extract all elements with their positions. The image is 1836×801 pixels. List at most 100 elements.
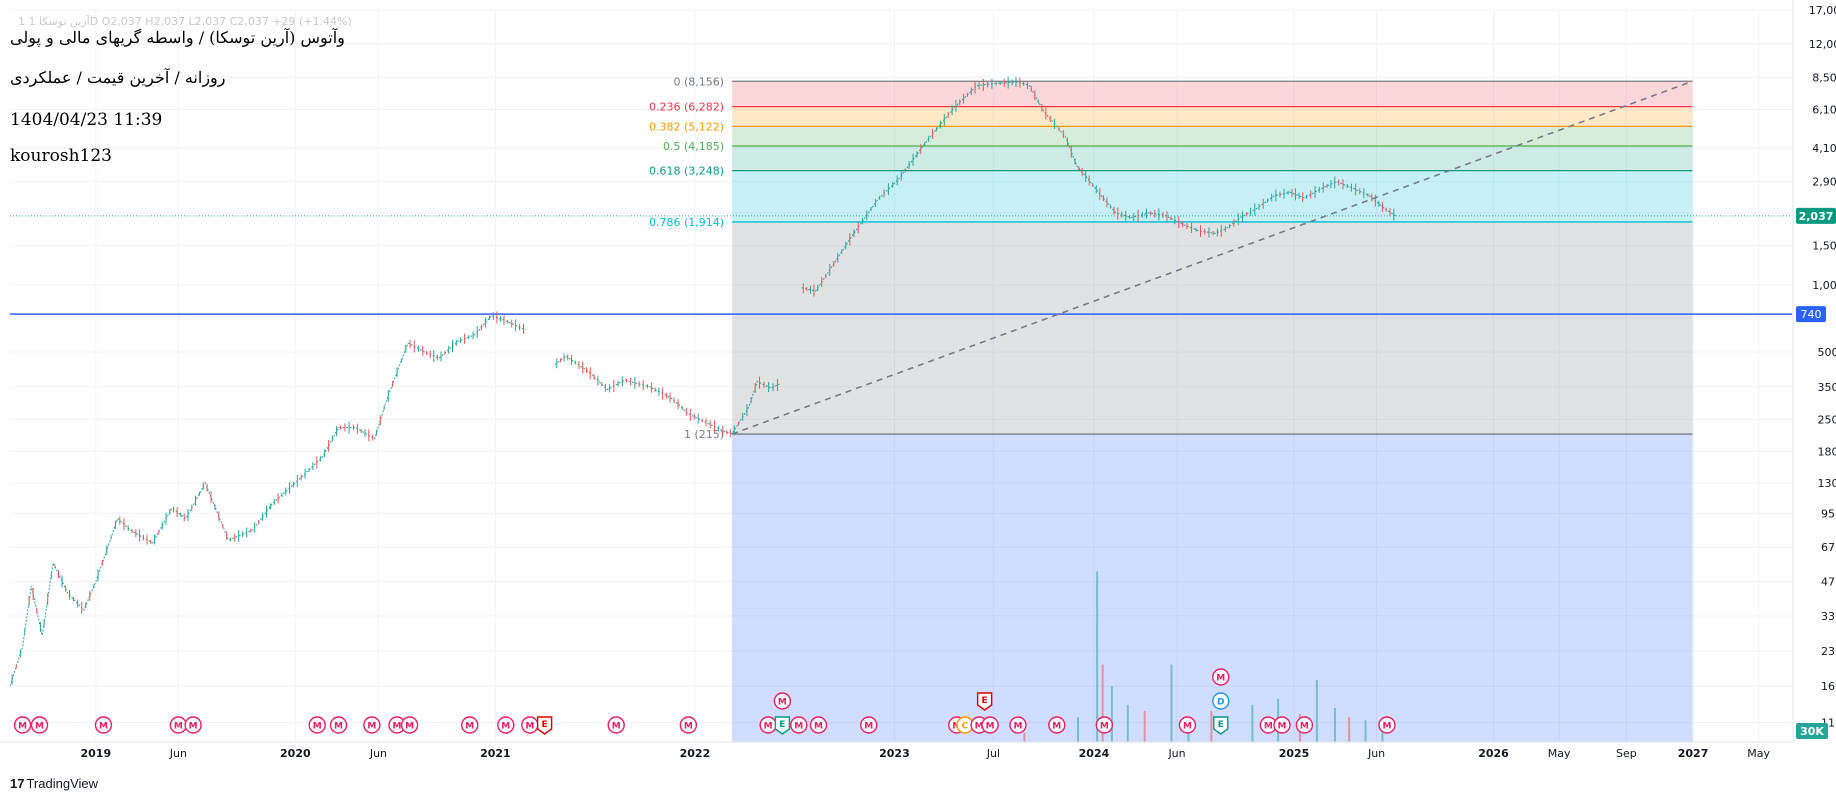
event-marker: M <box>1378 716 1396 734</box>
fib-zone <box>732 170 1693 222</box>
event-circle <box>461 716 479 734</box>
fib-zone <box>732 126 1693 147</box>
event-circle <box>809 716 828 734</box>
event-marker: E <box>774 716 791 735</box>
event-marker: M <box>1178 716 1197 734</box>
volume-bar <box>1143 711 1146 742</box>
y-tick-label: 250 <box>1818 413 1836 426</box>
event-marker: M <box>521 716 539 734</box>
event-circle <box>308 716 326 734</box>
y-tick-label: 2,900 <box>1812 176 1836 189</box>
event-circle <box>497 716 515 734</box>
volume-bar <box>1101 664 1104 742</box>
event-letter: M <box>975 722 984 732</box>
event-letter: M <box>1013 722 1022 732</box>
fib-zone <box>732 81 1693 107</box>
event-letter: M <box>1278 722 1287 732</box>
x-tick-label: Jun <box>1367 747 1385 760</box>
event-letter: M <box>794 722 803 732</box>
event-letter: M <box>986 722 995 732</box>
x-tick-label: Jun <box>1167 747 1185 760</box>
event-marker: M <box>773 692 792 710</box>
volume-bar <box>1023 732 1026 742</box>
x-tick-label: 2021 <box>480 747 511 760</box>
event-letter: M <box>334 722 343 732</box>
volume-bar <box>1251 704 1254 742</box>
event-marker: M <box>860 716 878 734</box>
event-circle <box>679 716 698 734</box>
y-tick-label: 8,500 <box>1812 71 1836 84</box>
tradingview-logo[interactable]: 17 TradingView <box>10 776 98 791</box>
volume-bar <box>1381 723 1384 742</box>
event-letter: M <box>174 722 183 732</box>
chart-timestamp: 1404/04/23 11:39 <box>10 110 163 130</box>
y-tick-label: 12,000 <box>1809 38 1836 51</box>
event-letter: M <box>1183 722 1192 732</box>
y-tick-label: 350 <box>1818 381 1836 394</box>
event-circle <box>1009 716 1027 734</box>
price-series <box>801 76 1396 297</box>
volume-bar <box>1364 720 1367 742</box>
event-marker: M <box>461 716 479 734</box>
event-letter: M <box>393 722 402 732</box>
y-tick-label: 500 <box>1818 346 1836 359</box>
event-letter: E <box>542 720 548 730</box>
event-letter: E <box>982 696 988 706</box>
event-letter: M <box>525 722 534 732</box>
event-circle <box>400 716 419 734</box>
event-marker: M <box>308 716 326 734</box>
event-marker: M <box>679 716 698 734</box>
event-marker: M <box>981 716 999 734</box>
fib-level-label: 0.382 (5,122) <box>649 120 724 133</box>
event-circle <box>790 716 808 734</box>
event-circle <box>363 716 381 734</box>
event-circle <box>1295 716 1314 734</box>
x-tick-label: May <box>1548 747 1571 760</box>
badge-740-text: 740 <box>1801 308 1822 321</box>
ohlc-strip: 1 آرین توسکا 1D O2,037 H2,037 L2,037 C2,… <box>18 15 352 28</box>
x-tick-label: 2024 <box>1079 747 1110 760</box>
fib-zone <box>732 146 1693 171</box>
fib-zone <box>732 106 1693 127</box>
event-letter: D <box>1217 698 1224 708</box>
event-letter: M <box>1382 722 1391 732</box>
event-letter: M <box>465 722 474 732</box>
price-path <box>801 81 1396 292</box>
event-marker: M <box>13 716 32 734</box>
y-tick-label: 1,500 <box>1812 240 1836 253</box>
event-letter: M <box>35 722 44 732</box>
event-marker: M <box>1212 668 1230 686</box>
event-letter: M <box>864 722 873 732</box>
volume-bar <box>1126 704 1129 742</box>
event-marker: M <box>94 716 113 734</box>
event-circle <box>94 716 113 734</box>
fib-level-label: 0 (8,156) <box>674 75 725 88</box>
price-path <box>9 314 526 687</box>
event-marker: D <box>1212 692 1230 710</box>
x-tick-label: Sep <box>1616 747 1637 760</box>
event-marker: M <box>400 716 419 734</box>
event-marker: M <box>1295 716 1314 734</box>
event-letter: M <box>1300 722 1309 732</box>
event-letter: M <box>1100 722 1109 732</box>
event-circle <box>981 716 999 734</box>
event-circle <box>30 716 49 734</box>
event-circle <box>1212 692 1230 710</box>
event-marker: M <box>1009 716 1027 734</box>
chart-author: kourosh123 <box>10 146 112 166</box>
volume-bar <box>1077 717 1080 742</box>
event-circle <box>13 716 32 734</box>
event-letter: M <box>18 722 27 732</box>
volume-bar <box>1096 571 1099 742</box>
y-tick-label: 130 <box>1818 477 1836 490</box>
event-letter: M <box>1264 722 1273 732</box>
event-marker: M <box>388 716 406 734</box>
volume-bar <box>1348 717 1351 742</box>
y-tick-label: 67 <box>1821 541 1835 554</box>
event-letter: E <box>779 720 785 730</box>
y-tick-label: 33 <box>1821 610 1835 623</box>
volume-bar <box>1210 711 1213 742</box>
badge-volume-text: 30K <box>1800 725 1824 738</box>
